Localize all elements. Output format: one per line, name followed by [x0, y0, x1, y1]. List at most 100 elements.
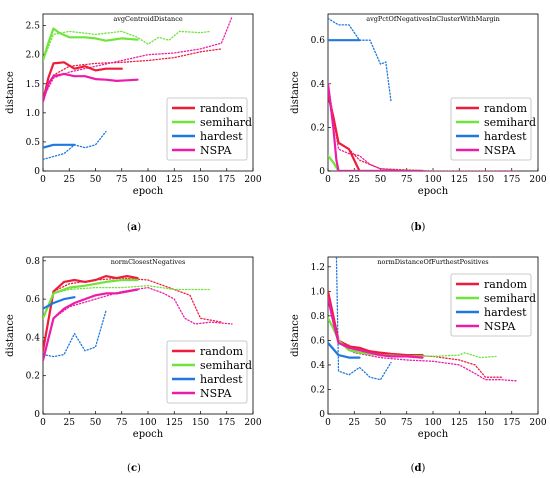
x-tick-label: 0	[325, 418, 331, 428]
x-tick-label: 100	[139, 175, 156, 185]
y-tick-label: 1.0	[26, 109, 41, 119]
x-tick-label: 25	[64, 175, 76, 185]
series-line-NSPA-solid	[43, 288, 139, 362]
x-tick-label: 100	[139, 418, 156, 428]
y-tick-label: 0.4	[311, 80, 326, 90]
x-tick-label: 150	[477, 175, 494, 185]
legend-entry-random: random	[484, 278, 528, 291]
y-tick-label: 1.2	[311, 263, 325, 273]
x-tick-label: 75	[401, 175, 413, 185]
series-line-hardest-dotted	[328, 17, 392, 102]
legend-entry-NSPA: NSPA	[484, 144, 517, 157]
chart-panel-4: 0 25 50 75 100 125 150 175 200 0 0.2 0.4 0.6 0.8 1.0 1.…	[290, 256, 547, 474]
y-tick-label: 0	[34, 167, 40, 177]
chart-panel-3: 0 25 50 75 100 125 150 175 200 0 0.2 0.4 0.6 0.8 epoch…	[5, 256, 262, 474]
chart-title: normDistanceOfFurthestPositives	[377, 258, 488, 266]
series-line-NSPA-solid	[328, 82, 424, 171]
x-tick-label: 175	[218, 175, 235, 185]
panel-caption: (b)	[411, 222, 426, 233]
x-tick-label: 175	[218, 418, 235, 428]
chart-panel-1: 0 25 50 75 100 125 150 175 200 0 0.5 1.0 1.5 2.0 2.5 ep…	[5, 13, 262, 233]
x-tick-label: 200	[529, 175, 546, 185]
x-tick-label: 125	[451, 175, 468, 185]
series-line-random-solid	[43, 275, 139, 352]
legend-entry-semihard: semihard	[484, 292, 536, 305]
y-axis-label: distance	[290, 314, 301, 357]
x-axis-label: epoch	[418, 186, 449, 197]
panel-caption: (d)	[411, 463, 426, 474]
y-tick-label: 0.2	[26, 372, 40, 382]
series-line-hardest-solid	[43, 143, 76, 149]
panel-caption: (a)	[127, 222, 141, 233]
series-line-random-dotted	[43, 48, 223, 97]
x-tick-label: 100	[424, 175, 441, 185]
series-group	[328, 257, 518, 382]
legend-entry-hardest: hardest	[200, 130, 243, 143]
legend-box	[166, 340, 248, 404]
y-tick-label: 2.0	[26, 51, 41, 61]
panel-caption: (c)	[127, 463, 141, 474]
x-tick-label: 150	[477, 418, 494, 428]
y-tick-label: 0.6	[311, 36, 326, 46]
series-line-NSPA-dotted	[43, 16, 233, 99]
legend-entry-random: random	[200, 345, 244, 358]
y-tick-label: 0.5	[26, 138, 41, 148]
legend-box	[450, 273, 532, 337]
y-tick-label: 0	[34, 410, 40, 420]
series-line-NSPA-solid	[43, 72, 139, 103]
y-tick-label: 0.4	[311, 361, 326, 371]
x-tick-label: 150	[192, 175, 209, 185]
x-tick-label: 25	[64, 418, 76, 428]
x-tick-label: 125	[166, 418, 183, 428]
y-tick-label: 2.5	[26, 22, 41, 32]
x-tick-label: 50	[90, 175, 102, 185]
y-axis-label: distance	[5, 314, 16, 357]
legend-entry-semihard: semihard	[484, 116, 536, 129]
series-line-hardest-solid	[328, 341, 361, 359]
y-axis-label: distance	[5, 71, 16, 114]
y-tick-label: 0	[319, 167, 325, 177]
legend-entry-hardest: hardest	[200, 373, 243, 386]
legend-entry-NSPA: NSPA	[200, 387, 233, 400]
y-tick-label: 0.2	[311, 385, 325, 395]
series-group	[43, 275, 233, 362]
x-tick-label: 0	[40, 175, 46, 185]
legend-entry-random: random	[484, 102, 528, 115]
chart-title: avgCentroidDistance	[113, 15, 183, 23]
y-tick-label: 1.0	[311, 287, 326, 297]
chart-title: normClosestNegatives	[111, 258, 186, 266]
x-tick-label: 175	[503, 175, 520, 185]
series-line-NSPA-solid	[328, 296, 424, 359]
x-tick-label: 50	[90, 418, 102, 428]
chart-panel-2: 0 25 50 75 100 125 150 175 200 0 0.2 0.4 0.6 epoch dis…	[290, 13, 547, 233]
x-tick-label: 0	[325, 175, 331, 185]
series-line-semihard-dotted	[43, 30, 212, 62]
x-tick-label: 50	[375, 175, 387, 185]
x-tick-label: 200	[244, 175, 261, 185]
x-tick-label: 0	[40, 418, 46, 428]
x-tick-label: 75	[401, 418, 413, 428]
y-tick-label: 0.6	[26, 295, 41, 305]
x-tick-label: 150	[192, 418, 209, 428]
series-line-semihard-solid	[328, 154, 424, 171]
x-tick-label: 125	[451, 418, 468, 428]
series-group	[43, 16, 233, 161]
legend-box	[450, 97, 532, 161]
x-tick-label: 25	[349, 418, 361, 428]
x-tick-label: 200	[529, 418, 546, 428]
y-axis-label: distance	[290, 71, 301, 114]
x-tick-label: 200	[244, 418, 261, 428]
x-tick-label: 25	[349, 175, 361, 185]
legend-entry-NSPA: NSPA	[200, 144, 233, 157]
x-tick-label: 50	[375, 418, 387, 428]
x-axis-label: epoch	[133, 429, 164, 440]
y-tick-label: 0.6	[311, 336, 326, 346]
x-tick-label: 100	[424, 418, 441, 428]
series-line-NSPA-dotted	[43, 286, 233, 362]
x-tick-label: 75	[116, 175, 128, 185]
chart-title: avgPctOfNegativesInClusterWithMargin	[366, 15, 500, 23]
